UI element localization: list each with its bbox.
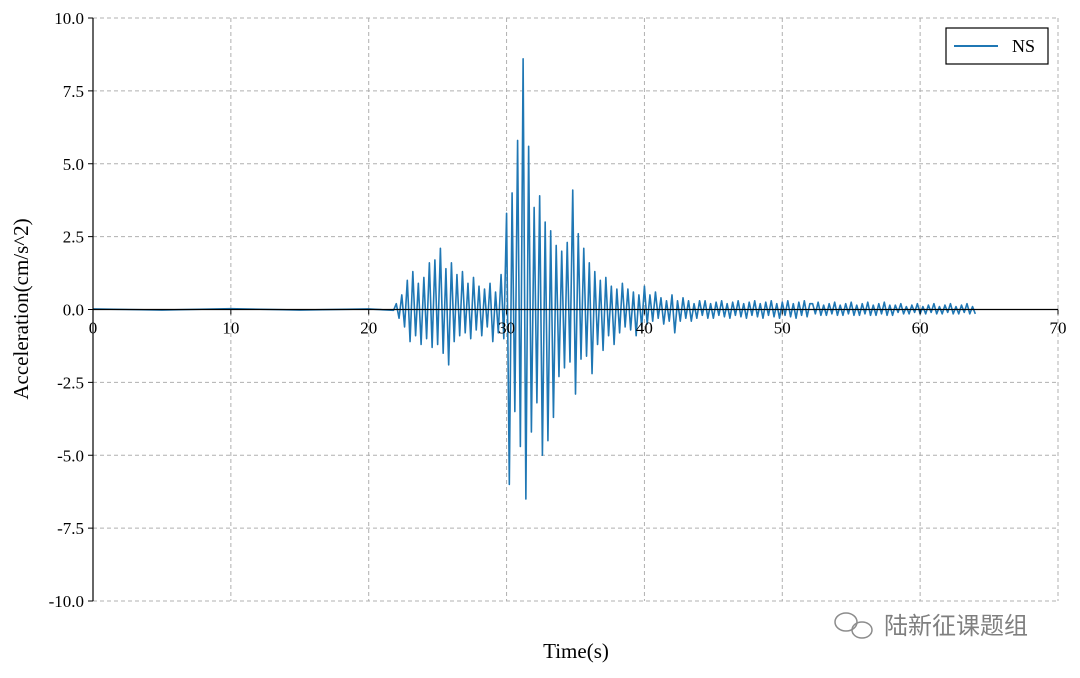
y-axis-label: Acceleration(cm/s^2) xyxy=(9,218,33,399)
x-axis-label: Time(s) xyxy=(543,639,609,663)
x-tick-label: 50 xyxy=(774,319,791,338)
plot-area xyxy=(92,58,977,500)
y-tick-label: -7.5 xyxy=(57,519,84,538)
x-tick-label: 40 xyxy=(636,319,653,338)
y-tick-label: 10.0 xyxy=(54,9,84,28)
watermark-text: 陆新征课题组 xyxy=(884,612,1028,640)
legend: NS xyxy=(945,27,1049,65)
y-tick-label: -10.0 xyxy=(49,592,84,611)
watermark-icon xyxy=(834,612,858,632)
y-tick-label: 5.0 xyxy=(63,155,84,174)
x-tick-label: 30 xyxy=(498,319,515,338)
y-tick-label: 0.0 xyxy=(63,301,84,320)
watermark-icon xyxy=(851,621,873,639)
x-tick-label: 10 xyxy=(222,319,239,338)
data-line xyxy=(92,58,977,500)
y-tick-label: 2.5 xyxy=(63,228,84,247)
y-tick-label: 7.5 xyxy=(63,82,84,101)
y-tick-label: -5.0 xyxy=(57,446,84,465)
legend-label: NS xyxy=(1012,36,1035,56)
x-tick-label: 70 xyxy=(1050,319,1067,338)
x-tick-label: 20 xyxy=(360,319,377,338)
watermark: 陆新征课题组 xyxy=(834,612,1028,640)
y-tick-label: -2.5 xyxy=(57,373,84,392)
axes: -10.0-7.5-5.0-2.50.02.55.07.510.00102030… xyxy=(49,9,1067,611)
x-tick-label: 60 xyxy=(912,319,929,338)
